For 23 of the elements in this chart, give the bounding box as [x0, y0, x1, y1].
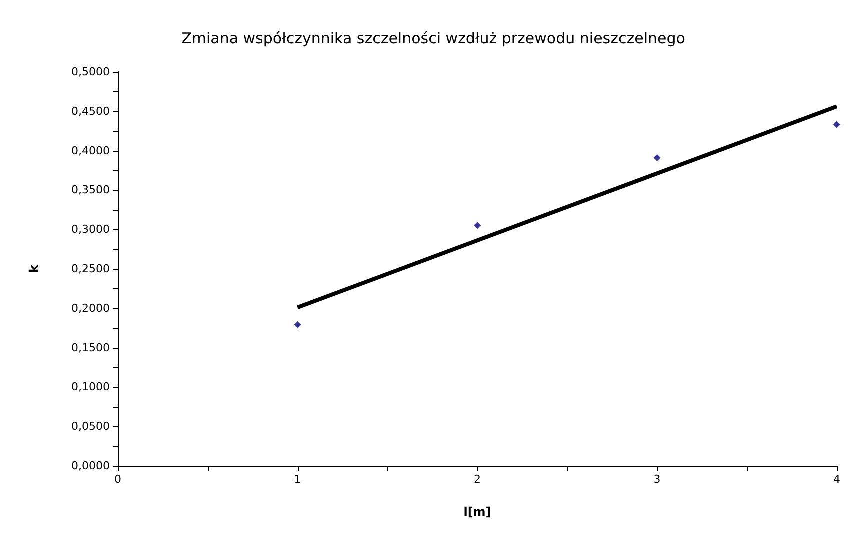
y-tick-label: 0,3500 — [72, 184, 110, 197]
x-tick-label: 4 — [834, 473, 840, 486]
y-axis-title: k — [27, 264, 41, 273]
y-tick-label: 0,2500 — [72, 262, 110, 276]
point — [474, 222, 481, 230]
x-tick-label: 3 — [654, 473, 661, 486]
x-tick-label: 2 — [474, 473, 481, 486]
point — [294, 321, 302, 328]
y-tick-label: 0,2000 — [72, 302, 110, 315]
y-tick-label: 0,4500 — [72, 104, 110, 118]
y-tick-label: 0,1500 — [72, 341, 110, 354]
chart-title: Zmiana współczynnika szczelności wzdłuż przewodu nieszczelnego — [182, 30, 686, 48]
y-tick-label: 0,3000 — [72, 223, 110, 236]
y-tick-label: 0,0500 — [72, 420, 110, 434]
point — [654, 154, 661, 162]
x-tick-label: 0 — [114, 473, 122, 486]
y-tick-label: 0,4000 — [72, 144, 110, 158]
x-tick-label: 1 — [294, 473, 302, 486]
y-tick-label: 0,1000 — [72, 380, 110, 394]
y-tick-label: 0,0000 — [72, 460, 110, 472]
y-tick-label: 0,5000 — [72, 66, 110, 78]
point — [834, 121, 840, 128]
x-axis-title: l[m] — [464, 505, 492, 519]
